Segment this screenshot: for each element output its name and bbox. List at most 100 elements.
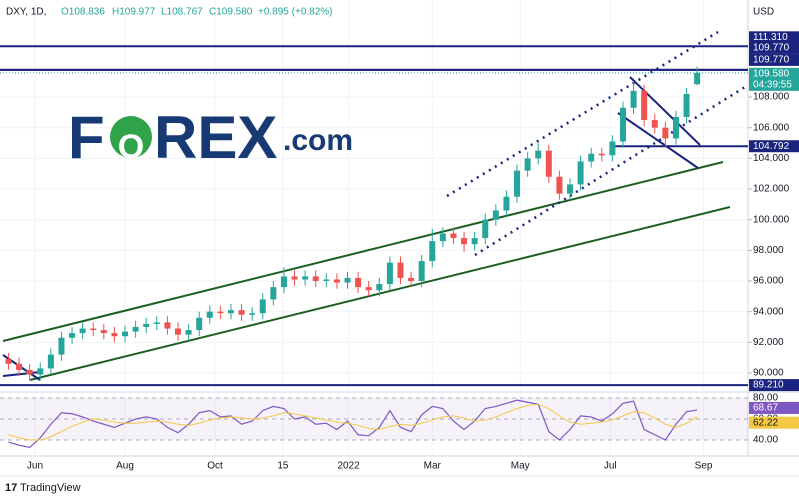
candle-body bbox=[143, 323, 150, 327]
level-tag bbox=[749, 379, 799, 392]
candle-body bbox=[312, 276, 319, 282]
candle-body bbox=[185, 330, 192, 335]
candle-body bbox=[545, 150, 552, 177]
level-tag bbox=[749, 41, 799, 54]
candle-body bbox=[291, 276, 298, 280]
candle-body bbox=[90, 328, 97, 331]
candle-body bbox=[386, 262, 393, 285]
symbol: DXY, 1D, bbox=[6, 7, 46, 18]
rsi-value-tag bbox=[749, 416, 799, 429]
candle-body bbox=[662, 127, 669, 139]
rsi-line bbox=[8, 399, 698, 448]
channel-upper bbox=[2, 161, 724, 342]
candle-body bbox=[535, 150, 542, 159]
candle-body bbox=[47, 354, 54, 369]
change-label: +0.895 (+0.82%) bbox=[258, 7, 333, 18]
candle-body bbox=[598, 153, 605, 156]
candle-body bbox=[672, 116, 679, 139]
candle-body bbox=[270, 287, 277, 300]
candle-body bbox=[503, 196, 510, 211]
close-label: C109.580 bbox=[209, 7, 253, 18]
y-tick-label: 106.000 bbox=[753, 122, 790, 133]
candle-body bbox=[196, 317, 203, 331]
wedge-lower bbox=[617, 112, 699, 169]
candle-body bbox=[227, 310, 234, 314]
candle-body bbox=[376, 284, 383, 291]
candle-body bbox=[344, 277, 351, 283]
y-tick-label: 98.000 bbox=[753, 245, 784, 256]
small-wedge-lower bbox=[2, 371, 41, 377]
labels: 90.000 92.000 94.000 96.000 98.000 100.000 102… bbox=[27, 31, 799, 472]
logo-o: O bbox=[118, 128, 144, 166]
candle-body bbox=[79, 328, 86, 334]
candle-body bbox=[694, 72, 701, 85]
x-tick-label: 15 bbox=[277, 461, 289, 472]
currency: USD bbox=[753, 7, 774, 18]
candle-body bbox=[69, 333, 76, 338]
y-tick-label: 94.000 bbox=[753, 306, 784, 317]
candle-body bbox=[577, 161, 584, 185]
candle-body bbox=[482, 219, 489, 239]
candle-body bbox=[450, 233, 457, 239]
candle-body bbox=[111, 333, 118, 337]
candle-body bbox=[641, 90, 648, 121]
channel-lower bbox=[29, 206, 731, 381]
candle-body bbox=[556, 176, 563, 194]
candle-body bbox=[132, 326, 139, 332]
drawings bbox=[2, 30, 746, 381]
wedge-upper bbox=[629, 76, 701, 146]
logo: F O REX .com bbox=[68, 104, 353, 171]
y-tick-label: 102.000 bbox=[753, 184, 790, 195]
y-tick-label: 100.000 bbox=[753, 214, 790, 225]
rsi-line bbox=[8, 403, 698, 441]
marks bbox=[0, 45, 748, 448]
y-tick-label: 104.000 bbox=[753, 153, 790, 164]
candle-body bbox=[439, 233, 446, 242]
x-tick-label: Aug bbox=[116, 461, 134, 472]
level-label: 89.210 bbox=[753, 380, 784, 391]
y-tick-label: 90.000 bbox=[753, 368, 784, 379]
candle-body bbox=[174, 328, 181, 335]
logo-f: F bbox=[68, 104, 105, 171]
candle-body bbox=[259, 299, 266, 314]
countdown-label: 04:39:55 bbox=[753, 79, 792, 90]
level-label: 111.310 bbox=[753, 32, 788, 43]
candle-body bbox=[153, 322, 160, 324]
open-label: O108.836 bbox=[61, 7, 105, 18]
level-tag bbox=[749, 53, 799, 66]
candle-body bbox=[5, 359, 12, 364]
level-label: 109.770 bbox=[753, 43, 790, 54]
low-label: L108.767 bbox=[161, 7, 203, 18]
candle-body bbox=[514, 170, 521, 197]
candle-body bbox=[58, 337, 65, 355]
candle-body bbox=[37, 368, 44, 375]
candle-body bbox=[164, 322, 171, 329]
candle-body bbox=[16, 363, 23, 370]
candle-body bbox=[365, 287, 372, 291]
footer-brand: TradingView bbox=[20, 482, 81, 494]
candle-body bbox=[429, 241, 436, 262]
level-label: 104.792 bbox=[753, 141, 790, 152]
high-label: H109.977 bbox=[112, 7, 156, 18]
candle-body bbox=[397, 262, 404, 278]
candle-body bbox=[619, 107, 626, 142]
rsi-value-label: 62.22 bbox=[753, 417, 778, 428]
rsi-tick-label: 40.00 bbox=[753, 435, 778, 446]
candle-body bbox=[651, 120, 658, 128]
candle-body bbox=[471, 238, 478, 245]
x-tick-label: Mar bbox=[424, 461, 442, 472]
level-tag bbox=[749, 31, 799, 44]
candle-body bbox=[122, 331, 129, 337]
last-price-tag bbox=[749, 67, 799, 91]
rsi-tick-label: 80.00 bbox=[753, 393, 778, 404]
x-tick-label: Jun bbox=[27, 461, 43, 472]
candle-body bbox=[100, 330, 107, 334]
candle-body bbox=[280, 276, 287, 288]
rsi-band bbox=[0, 398, 748, 440]
y-tick-label: 92.000 bbox=[753, 337, 784, 348]
candle-body bbox=[355, 277, 362, 288]
candle-body bbox=[217, 311, 224, 314]
candle-body bbox=[630, 90, 637, 108]
candle-body bbox=[323, 279, 330, 282]
candle-body bbox=[524, 158, 531, 171]
